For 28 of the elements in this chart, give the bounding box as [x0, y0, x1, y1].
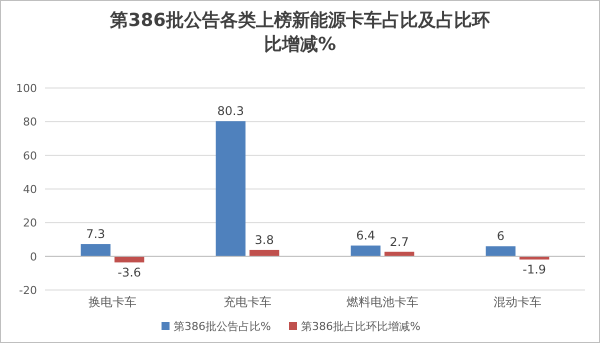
data-label: 80.3 — [217, 104, 244, 118]
data-label: 2.7 — [390, 234, 409, 249]
bar — [250, 250, 280, 256]
x-tick-label: 燃料电池卡车 — [346, 295, 418, 309]
data-label: 3.8 — [254, 232, 274, 247]
y-tick-label: 0 — [30, 250, 37, 264]
data-label: -1.9 — [522, 262, 546, 277]
y-tick-label: -20 — [19, 284, 37, 297]
bar — [486, 246, 516, 256]
y-tick-label: 100 — [16, 82, 37, 95]
y-tick-label: 60 — [23, 149, 37, 162]
bar — [216, 121, 246, 256]
y-tick-label: 20 — [23, 216, 37, 230]
bar — [80, 244, 110, 256]
y-tick-label: 40 — [23, 183, 37, 196]
bar — [350, 246, 380, 256]
legend-label: 第386批占比环比增减% — [301, 320, 420, 333]
legend-label: 第386批公告占比% — [174, 320, 271, 333]
chart-title: 第386批公告各类上榜新能源卡车占比及占比环比增减% — [109, 10, 490, 55]
x-tick-label: 充电卡车 — [224, 295, 272, 309]
data-label: -3.6 — [118, 265, 142, 280]
data-label: 7.3 — [86, 227, 106, 242]
data-label: 6 — [496, 229, 504, 244]
y-tick-label: 80 — [23, 116, 37, 129]
x-tick-label: 换电卡车 — [88, 295, 136, 309]
bar — [114, 256, 144, 262]
x-tick-label: 混动卡车 — [494, 295, 542, 309]
data-label: 6.4 — [356, 228, 376, 243]
